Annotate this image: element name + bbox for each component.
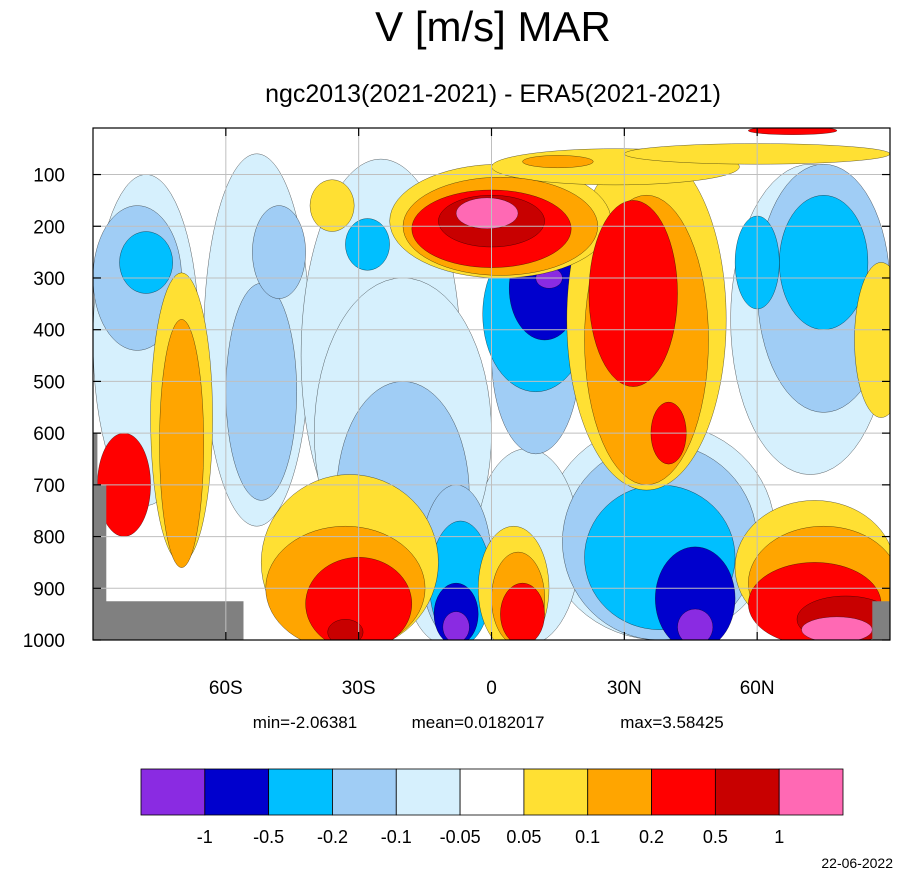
x-tick-label: 30N: [607, 678, 642, 699]
colorbar-swatch: [395, 768, 461, 816]
contour-region: [748, 128, 838, 135]
colorbar-label: 0.2: [639, 827, 664, 847]
colorbar-swatch: [523, 768, 589, 816]
x-tick-label: 60S: [209, 678, 243, 699]
contour-region: [309, 179, 355, 232]
missing-region-antarctica: [93, 433, 244, 640]
date-stamp: 22-06-2022: [821, 855, 893, 871]
contour-region: [655, 546, 736, 640]
contour-region: [159, 319, 204, 568]
contour-field: [93, 128, 890, 640]
colorbar-swatch: [459, 768, 525, 816]
chart-title: V [m/s] MAR: [375, 3, 611, 50]
contour-region: [779, 195, 869, 330]
missing-region-arctic: [872, 601, 890, 640]
colorbar-label: -1: [197, 827, 213, 847]
y-tick-label: 100: [33, 166, 65, 187]
chart-subtitle: ngc2013(2021-2021) - ERA5(2021-2021): [265, 80, 721, 108]
y-tick-label: 900: [33, 579, 65, 600]
contour-region: [455, 197, 519, 230]
contour-region: [500, 582, 545, 640]
stat-min: min=-2.06381: [253, 713, 357, 732]
colorbar-label: -0.05: [440, 827, 481, 847]
colorbar-swatch: [268, 768, 333, 816]
colorbar-label: -0.5: [253, 827, 284, 847]
y-axis: 100 200 300 400 500 600 700 800 900 1000: [23, 166, 890, 652]
colorbar-swatch: [332, 768, 397, 816]
y-tick-label: 500: [33, 372, 65, 393]
y-tick-label: 600: [33, 424, 65, 445]
colorbar-swatch: [587, 768, 652, 816]
colorbar-label: -0.2: [317, 827, 348, 847]
y-tick-label: 800: [33, 528, 65, 549]
colorbar-swatch: [651, 768, 716, 816]
y-tick-label: 700: [33, 476, 65, 497]
colorbar: -1 -0.5 -0.2 -0.1 -0.05 0.05 0.1 0.2 0.5 1: [140, 768, 844, 847]
contour-region: [119, 231, 173, 294]
y-tick-label: 1000: [23, 631, 65, 652]
contour-region: [677, 608, 714, 640]
colorbar-swatch: [714, 768, 780, 816]
colorbar-label: 0.5: [703, 827, 728, 847]
contour-region: [588, 200, 678, 387]
x-tick-label: 30S: [342, 678, 376, 699]
colorbar-swatch: [204, 768, 270, 816]
y-tick-label: 200: [33, 217, 65, 238]
x-tick-label: 0: [486, 678, 497, 699]
stat-mean: mean=0.0182017: [412, 713, 545, 732]
y-tick-label: 400: [33, 321, 65, 342]
x-tick-label: 60N: [740, 678, 775, 699]
colorbar-label: 0.05: [506, 827, 541, 847]
contour-region: [345, 218, 390, 271]
y-tick-label: 300: [33, 269, 65, 290]
contour-region: [854, 262, 890, 418]
contour-region: [327, 619, 364, 640]
contour-region: [225, 282, 297, 501]
x-axis: 60S 30S 0 30N 60N: [209, 128, 775, 699]
colorbar-label: 1: [774, 827, 784, 847]
contour-region: [801, 616, 873, 640]
colorbar-label: -0.1: [381, 827, 412, 847]
colorbar-label: 0.1: [575, 827, 600, 847]
stat-max: max=3.58425: [620, 713, 724, 732]
contour-region: [522, 155, 594, 169]
contour-region: [252, 205, 306, 299]
colorbar-swatch: [778, 768, 844, 816]
contour-region: [442, 611, 470, 640]
colorbar-swatch: [140, 768, 206, 816]
